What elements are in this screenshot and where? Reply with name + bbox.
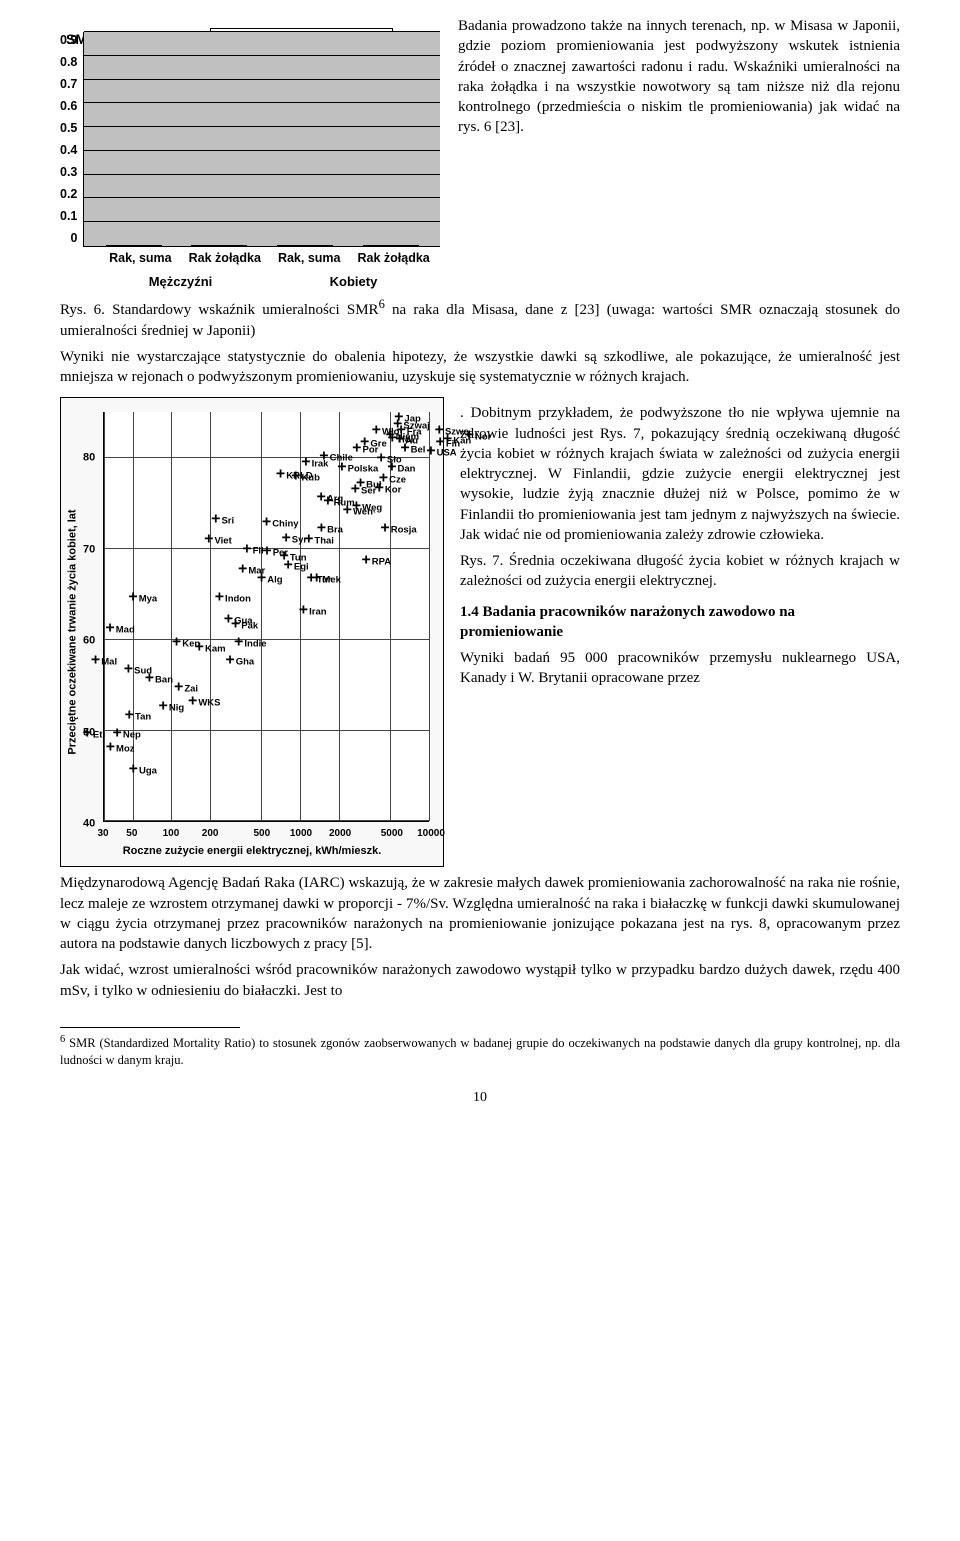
life-expectancy-scatter: Przeciętne oczekiwane trwanie życia kobi…	[60, 397, 444, 867]
scatter-point: Rosja	[380, 525, 416, 538]
scatter-point: Kor	[375, 484, 402, 497]
scatter-point: Por	[352, 445, 378, 458]
figure-6-caption: Rys. 6. Standardowy wskaźnik umieralnośc…	[60, 296, 900, 341]
scatter-point: Mad	[105, 625, 134, 638]
scatter-point: WKS	[188, 698, 221, 711]
scatter-point: Nep	[113, 730, 141, 743]
scatter-point: Tan	[125, 711, 152, 724]
chart-y-axis: 0.90.80.70.60.50.40.30.20.10	[60, 32, 83, 247]
scatter-point: Mek	[312, 575, 341, 588]
scatter-point: Kam	[195, 643, 226, 656]
section-1-4-heading: 1.4 Badania pracowników narażonych zawod…	[460, 602, 900, 643]
scatter-point: Chiny	[262, 519, 299, 532]
scatter-point: Indon	[215, 593, 251, 606]
intro-paragraph: Badania prowadzono także na innych teren…	[458, 16, 900, 138]
scatter-point: Moz	[106, 743, 135, 756]
smr-bar-chart: SMR Misasa, P<0.05 CA 0.90.80.70.60.50.4…	[60, 10, 440, 290]
chart-x-group-labels: MężczyźniKobiety	[94, 273, 440, 291]
figure-7-caption: Rys. 7. Średnia oczekiwana długość życia…	[460, 551, 900, 592]
scatter-point: Uga	[129, 766, 157, 779]
scatter-point: Thai	[304, 536, 334, 549]
scatter-point: Ban	[145, 675, 173, 688]
scatter-point: Mal	[91, 657, 117, 670]
scatter-point: Viet	[204, 536, 232, 549]
scatter-point: RPA	[361, 557, 391, 570]
scatter-point: Pak	[231, 620, 258, 633]
paragraph-1-4-intro: Wyniki badań 95 000 pracowników przemysł…	[460, 648, 900, 689]
scatter-x-label: Roczne zużycie energii elektrycznej, kWh…	[61, 844, 443, 859]
scatter-point: USA	[426, 448, 456, 461]
page-number: 10	[60, 1089, 900, 1108]
scatter-plot-area: JapSzwajSzweWłoNiemFraNorHolAuKanGreFinB…	[103, 412, 429, 822]
scatter-point: Alg	[257, 575, 283, 588]
scatter-point: Nig	[159, 702, 185, 715]
scatter-point: Fil	[242, 546, 263, 559]
scatter-point: Mya	[128, 593, 157, 606]
chart-x-axis: Rak, sumaRak żołądkaRak, sumaRak żołądka	[94, 250, 440, 267]
scatter-point: Indie	[234, 639, 267, 652]
paragraph-last: Jak widać, wzrost umieralności wśród pra…	[60, 960, 900, 1001]
scatter-point: KRLD	[276, 470, 313, 483]
scatter-point: Bel	[400, 445, 425, 458]
scatter-point: Sri	[211, 516, 234, 529]
paragraph-fig7: . Dobitnym przykładem, że podwyższone tł…	[460, 403, 900, 545]
chart-plot-area	[83, 32, 440, 247]
paragraph-after-fig6: Wyniki nie wystarczające statystycznie d…	[60, 347, 900, 388]
scatter-point: Iran	[299, 607, 327, 620]
footnote-6: 6 SMR (Standardized Mortality Ratio) to …	[60, 1033, 900, 1069]
scatter-point: Egi	[284, 561, 309, 574]
footnote-rule	[60, 1027, 240, 1028]
scatter-point: Wen	[343, 507, 373, 520]
scatter-y-label: Przeciętne oczekiwane trwanie życia kobi…	[65, 510, 80, 755]
scatter-point: Gha	[225, 657, 254, 670]
paragraph-1-4-body: Międzynarodową Agencję Badań Raka (IARC)…	[60, 873, 900, 954]
